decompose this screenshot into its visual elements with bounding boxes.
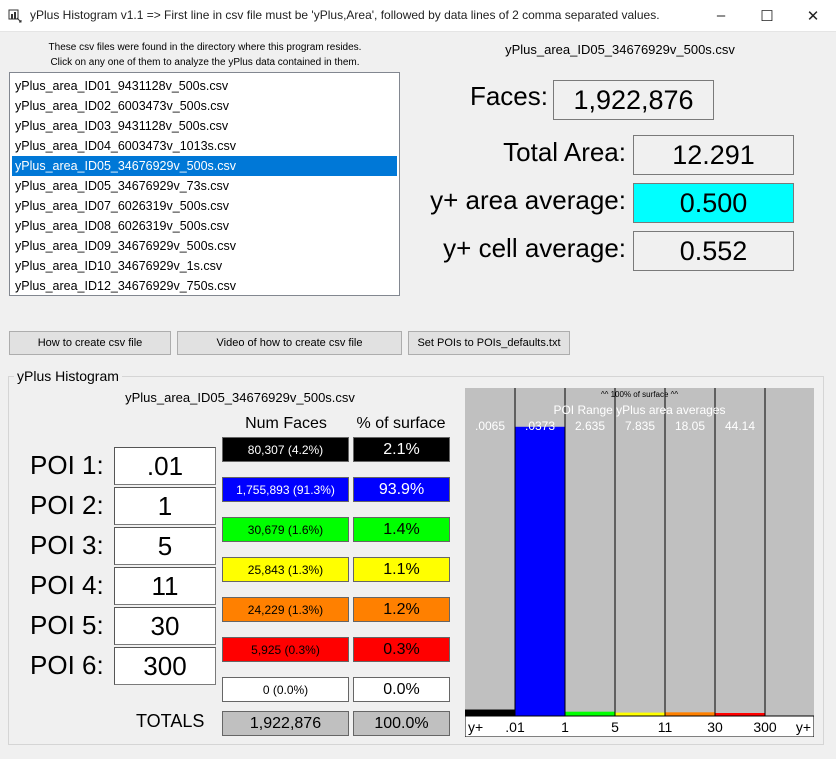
maximize-icon: ☐: [760, 7, 774, 25]
histogram-group-title: yPlus Histogram: [14, 368, 122, 384]
range-faces-cell: 5,925 (0.3%): [222, 637, 349, 662]
range-percent-cell: 2.1%: [353, 437, 450, 462]
x-tick-label: .01: [505, 719, 525, 735]
file-list-item-selected[interactable]: yPlus_area_ID05_34676929v_500s.csv: [12, 156, 397, 176]
x-tick-label: 1: [561, 719, 569, 735]
histogram-group: [8, 376, 824, 745]
poi-label: POI 4:: [30, 570, 104, 600]
set-pois-default-button[interactable]: Set POIs to POIs_defaults.txt: [408, 331, 570, 355]
range-average-label: 2.635: [575, 419, 605, 433]
totals-label: TOTALS: [136, 711, 205, 731]
range-average-label: .0065: [475, 419, 505, 433]
x-tick-label: 11: [658, 719, 673, 735]
histogram-bar: [615, 712, 665, 716]
file-list-item[interactable]: yPlus_area_ID02_6003473v_500s.csv: [15, 99, 230, 113]
range-percent-cell: 93.9%: [353, 477, 450, 502]
close-icon: ✕: [806, 7, 820, 25]
file-list-item[interactable]: yPlus_area_ID08_6026319v_500s.csv: [15, 219, 230, 233]
file-list-item[interactable]: yPlus_area_ID01_9431128v_500s.csv: [15, 79, 229, 93]
file-list-item[interactable]: yPlus_area_ID03_9431128v_500s.csv: [15, 119, 229, 133]
poi-input[interactable]: 30: [114, 607, 216, 645]
poi-input[interactable]: 11: [114, 567, 216, 605]
range-percent-cell: 1.4%: [353, 517, 450, 542]
histogram-bar: [565, 711, 615, 716]
totals-faces: 1,922,876: [222, 711, 349, 736]
area-average-value: 0.500: [633, 183, 794, 223]
file-hint-line1: These csv files were found in the direct…: [48, 42, 362, 53]
poi-input[interactable]: 300: [114, 647, 216, 685]
cell-average-label: y+ cell average:: [443, 233, 626, 263]
histogram-chart-svg: ^^ 100% of surface ^^ POI Range yPlus are…: [465, 388, 814, 737]
histogram-bar: [465, 709, 515, 716]
file-hint-line2: Click on any one of them to analyze the …: [50, 57, 360, 68]
faces-label: Faces:: [469, 81, 548, 111]
file-hint: These csv files were found in the direct…: [10, 40, 400, 70]
range-faces-cell: 25,843 (1.3%): [222, 557, 349, 582]
range-percent-cell: 1.1%: [353, 557, 450, 582]
range-faces-cell: 80,307 (4.2%): [222, 437, 349, 462]
range-faces-cell: 30,679 (1.6%): [222, 517, 349, 542]
range-average-label: 18.05: [675, 419, 705, 433]
histogram-chart: ^^ 100% of surface ^^ POI Range yPlus are…: [465, 388, 814, 737]
x-tick-label: 30: [707, 719, 723, 735]
histogram-file-title: yPlus_area_ID05_34676929v_500s.csv: [125, 390, 355, 405]
poi-label: POI 6:: [30, 650, 104, 680]
file-list-item[interactable]: yPlus_area_ID04_6003473v_1013s.csv: [15, 139, 236, 153]
video-how-to-button[interactable]: Video of how to create csv file: [177, 331, 402, 355]
range-percent-cell: 0.0%: [353, 677, 450, 702]
close-button[interactable]: ✕: [790, 0, 836, 31]
faces-value: 1,922,876: [553, 80, 714, 120]
histogram-bar: [665, 712, 715, 716]
poi-input[interactable]: .01: [114, 447, 216, 485]
chart-top-note: ^^ 100% of surface ^^: [601, 390, 679, 399]
poi-input[interactable]: 5: [114, 527, 216, 565]
range-faces-cell: 1,755,893 (91.3%): [222, 477, 349, 502]
poi-label: POI 1:: [30, 450, 104, 480]
percent-surface-header: % of surface: [356, 415, 446, 432]
x-tick-label: 300: [753, 719, 777, 735]
cell-average-value: 0.552: [633, 231, 794, 271]
x-tick-label: y+: [468, 719, 483, 735]
app-icon: [8, 9, 22, 23]
totals-percent: 100.0%: [353, 711, 450, 736]
range-faces-cell: 24,229 (1.3%): [222, 597, 349, 622]
total-area-label: Total Area:: [503, 137, 626, 167]
x-tick-label: 5: [611, 719, 619, 735]
file-list-item[interactable]: yPlus_area_ID09_34676929v_500s.csv: [15, 239, 236, 253]
range-percent-cell: 0.3%: [353, 637, 450, 662]
title-bar: yPlus Histogram v1.1 => First line in cs…: [0, 0, 836, 32]
num-faces-header: Num Faces: [245, 415, 327, 432]
poi-label: POI 5:: [30, 610, 104, 640]
file-list-item[interactable]: yPlus_area_ID05_34676929v_73s.csv: [15, 179, 230, 193]
file-list-item[interactable]: yPlus_area_ID10_34676929v_1s.csv: [15, 259, 223, 273]
range-faces-cell: 0 (0.0%): [222, 677, 349, 702]
area-average-label: y+ area average:: [430, 185, 626, 215]
range-average-label: .0373: [525, 419, 555, 433]
selected-file-title: yPlus_area_ID05_34676929v_500s.csv: [505, 42, 735, 57]
histogram-bar: [715, 713, 765, 716]
total-area-value: 12.291: [633, 135, 794, 175]
histogram-bar: [515, 426, 565, 716]
range-average-label: 44.14: [725, 419, 755, 433]
minimize-icon: –: [716, 7, 726, 24]
poi-label: POI 3:: [30, 530, 104, 560]
range-average-label: 7.835: [625, 419, 655, 433]
file-list-item[interactable]: yPlus_area_ID12_34676929v_750s.csv: [15, 279, 236, 293]
x-tick-label: y+: [796, 719, 811, 735]
minimize-button[interactable]: –: [698, 0, 744, 31]
how-to-create-csv-button[interactable]: How to create csv file: [9, 331, 171, 355]
window-title: yPlus Histogram v1.1 => First line in cs…: [30, 8, 660, 22]
chart-title: POI Range yPlus area averages: [553, 403, 725, 417]
poi-input[interactable]: 1: [114, 487, 216, 525]
range-percent-cell: 1.2%: [353, 597, 450, 622]
maximize-button[interactable]: ☐: [744, 0, 790, 31]
csv-file-list[interactable]: yPlus_area_ID01_9431128v_500s.csv yPlus_…: [9, 72, 400, 296]
file-list-item[interactable]: yPlus_area_ID07_6026319v_500s.csv: [15, 199, 230, 213]
poi-label: POI 2:: [30, 490, 104, 520]
x-axis-band: [465, 715, 814, 737]
